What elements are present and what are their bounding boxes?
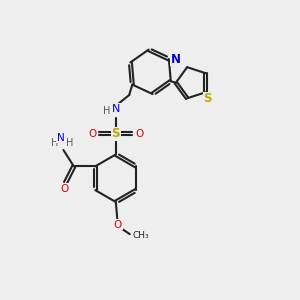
Text: O: O — [88, 129, 97, 139]
Text: O: O — [114, 220, 122, 230]
Text: H: H — [66, 138, 73, 148]
Text: H: H — [51, 138, 58, 148]
Text: N: N — [57, 133, 64, 142]
Text: N: N — [112, 104, 120, 114]
Text: O: O — [135, 129, 143, 139]
Text: N: N — [170, 52, 180, 65]
Text: O: O — [60, 184, 68, 194]
Text: H: H — [103, 106, 111, 116]
Text: S: S — [204, 92, 212, 105]
Text: CH₃: CH₃ — [133, 231, 149, 240]
Text: S: S — [112, 127, 120, 140]
